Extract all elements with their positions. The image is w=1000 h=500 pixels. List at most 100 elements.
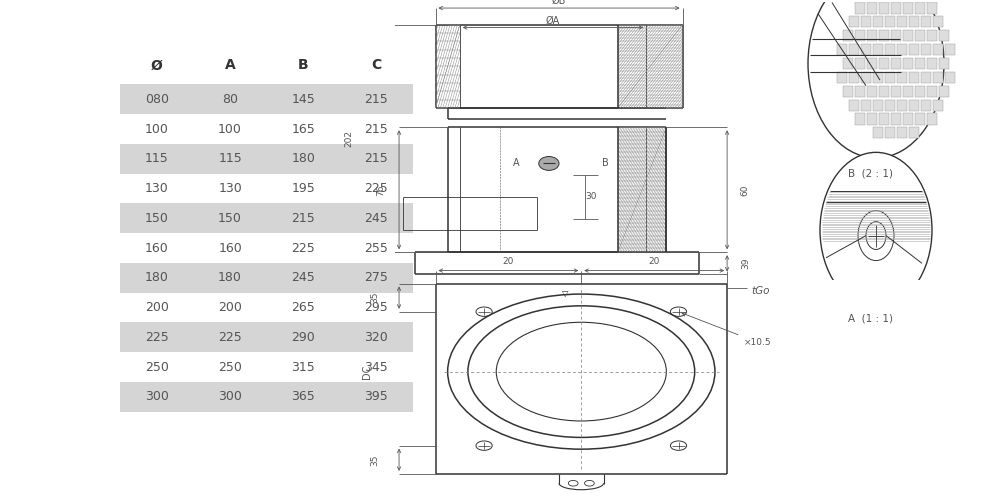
Bar — [849, 72, 859, 83]
Bar — [873, 16, 883, 28]
Bar — [843, 58, 853, 69]
Bar — [855, 2, 865, 14]
Bar — [867, 114, 877, 124]
Bar — [921, 44, 931, 55]
Circle shape — [820, 152, 932, 308]
Bar — [903, 114, 913, 124]
Bar — [915, 114, 925, 124]
Text: 315: 315 — [291, 360, 315, 374]
Text: B: B — [602, 158, 609, 168]
Text: 160: 160 — [218, 242, 242, 254]
Bar — [927, 2, 937, 14]
Bar — [909, 100, 919, 110]
Text: 215: 215 — [364, 122, 388, 136]
Bar — [945, 44, 955, 55]
Bar — [927, 30, 937, 42]
Bar — [891, 86, 901, 97]
Bar — [915, 2, 925, 14]
Text: 100: 100 — [145, 122, 169, 136]
Bar — [897, 128, 907, 138]
Bar — [843, 86, 853, 97]
Bar — [867, 30, 877, 42]
Bar — [927, 114, 937, 124]
Text: 250: 250 — [145, 360, 169, 374]
Text: 395: 395 — [364, 390, 388, 404]
Bar — [861, 100, 871, 110]
Bar — [933, 72, 943, 83]
Text: DC: DC — [362, 364, 372, 379]
Text: 195: 195 — [291, 182, 315, 195]
Bar — [909, 16, 919, 28]
Text: 250: 250 — [218, 360, 242, 374]
Bar — [849, 16, 859, 28]
Bar — [891, 30, 901, 42]
Text: 320: 320 — [364, 331, 388, 344]
Bar — [120, 204, 413, 233]
Text: A: A — [513, 158, 520, 168]
Bar — [867, 86, 877, 97]
Text: 180: 180 — [145, 272, 169, 284]
Bar — [873, 100, 883, 110]
Bar — [873, 72, 883, 83]
Bar — [885, 100, 895, 110]
Bar — [933, 100, 943, 110]
Text: 150: 150 — [218, 212, 242, 225]
Text: Ø: Ø — [151, 58, 163, 72]
Text: B  (2 : 1): B (2 : 1) — [848, 169, 893, 179]
Text: 20: 20 — [649, 256, 660, 266]
Text: 295: 295 — [364, 301, 388, 314]
Text: B: B — [298, 58, 308, 72]
Bar — [903, 58, 913, 69]
Bar — [855, 114, 865, 124]
Bar — [861, 44, 871, 55]
Text: 215: 215 — [364, 93, 388, 106]
Bar — [885, 72, 895, 83]
Text: 215: 215 — [291, 212, 315, 225]
Bar — [945, 72, 955, 83]
Bar — [120, 84, 413, 114]
Bar — [120, 144, 413, 174]
Bar — [909, 44, 919, 55]
Bar — [855, 86, 865, 97]
Bar — [867, 58, 877, 69]
Bar — [903, 30, 913, 42]
Text: 165: 165 — [291, 122, 315, 136]
Circle shape — [539, 156, 559, 170]
Bar — [885, 128, 895, 138]
Text: 150: 150 — [145, 212, 169, 225]
Bar — [849, 100, 859, 110]
Text: A  (1 : 1): A (1 : 1) — [848, 314, 893, 324]
Text: 115: 115 — [145, 152, 169, 166]
Bar — [915, 30, 925, 42]
Bar — [861, 72, 871, 83]
Text: 245: 245 — [291, 272, 315, 284]
Text: 225: 225 — [291, 242, 315, 254]
Bar — [879, 30, 889, 42]
Text: 290: 290 — [291, 331, 315, 344]
Bar — [855, 30, 865, 42]
Text: 80: 80 — [222, 93, 238, 106]
Bar — [879, 86, 889, 97]
Text: 200: 200 — [145, 301, 169, 314]
Bar — [897, 100, 907, 110]
Bar — [927, 58, 937, 69]
Bar — [939, 30, 949, 42]
Bar — [849, 44, 859, 55]
Bar — [891, 2, 901, 14]
Text: 160: 160 — [145, 242, 169, 254]
Text: 225: 225 — [218, 331, 242, 344]
Bar — [921, 16, 931, 28]
Text: 35: 35 — [370, 454, 379, 466]
Bar — [885, 44, 895, 55]
Text: 200: 200 — [218, 301, 242, 314]
Text: 300: 300 — [145, 390, 169, 404]
Bar — [939, 86, 949, 97]
Text: 30: 30 — [585, 192, 597, 201]
Text: 115: 115 — [218, 152, 242, 166]
Bar — [909, 128, 919, 138]
Bar — [897, 16, 907, 28]
Text: 225: 225 — [364, 182, 388, 195]
Text: 345: 345 — [364, 360, 388, 374]
Text: A: A — [225, 58, 235, 72]
Circle shape — [866, 222, 886, 250]
